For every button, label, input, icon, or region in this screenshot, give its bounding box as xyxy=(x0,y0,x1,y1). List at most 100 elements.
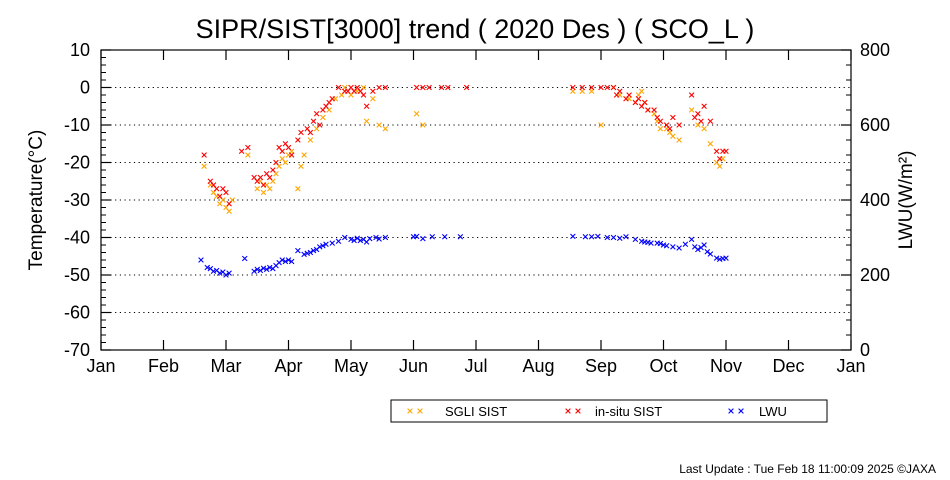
data-point xyxy=(238,148,245,155)
data-point xyxy=(201,163,207,170)
data-point xyxy=(285,144,292,151)
data-point xyxy=(376,236,382,242)
chart-title: SIPR/SIST[3000] trend ( 2020 Des ) ( SCO… xyxy=(196,14,755,44)
legend-marker xyxy=(575,408,581,414)
copyright-text: ©JAXA xyxy=(897,462,936,476)
data-point xyxy=(695,110,701,117)
data-point xyxy=(457,233,464,240)
x-tick-label: Jun xyxy=(399,356,428,376)
data-point xyxy=(366,235,373,242)
data-point xyxy=(676,245,682,251)
data-point xyxy=(695,246,701,253)
data-point xyxy=(307,129,314,136)
data-point xyxy=(413,233,420,240)
x-tick-label: May xyxy=(334,356,368,376)
data-point xyxy=(582,233,589,240)
series-in-situ-sist xyxy=(201,84,729,207)
data-point xyxy=(363,118,370,125)
data-point xyxy=(216,193,223,200)
legend-marker xyxy=(407,408,413,414)
data-point xyxy=(226,200,232,207)
data-point xyxy=(370,95,376,102)
data-point xyxy=(254,185,261,192)
data-point xyxy=(670,114,676,121)
x-tick-label: Nov xyxy=(710,356,742,376)
y2-tick-label: 800 xyxy=(860,40,890,60)
data-point xyxy=(335,238,342,245)
data-point xyxy=(657,125,664,132)
data-point xyxy=(320,114,326,121)
data-point xyxy=(270,167,276,173)
data-point xyxy=(641,99,648,106)
data-point xyxy=(320,242,326,249)
data-point xyxy=(254,266,261,273)
data-point xyxy=(307,249,314,256)
data-point xyxy=(701,125,707,132)
data-point xyxy=(413,110,420,117)
data-point xyxy=(598,84,604,91)
data-point xyxy=(616,235,623,242)
data-point xyxy=(723,148,729,155)
y-tick-label: -20 xyxy=(64,153,90,173)
data-point xyxy=(245,152,251,158)
data-point xyxy=(288,258,295,265)
data-point xyxy=(348,236,354,243)
y-tick-labels: 10 0 -10 -20 -30 -40 -50 -60 -70 xyxy=(64,40,90,360)
y-tick-label: -70 xyxy=(64,340,90,360)
data-point xyxy=(301,152,307,158)
data-point xyxy=(651,107,657,113)
data-point xyxy=(707,251,714,257)
data-point xyxy=(670,133,676,140)
data-point xyxy=(282,159,289,166)
data-point xyxy=(420,122,426,128)
y2-axis-label: LWU(W/m²) xyxy=(896,151,917,250)
plot-frame xyxy=(100,49,852,351)
data-point xyxy=(713,255,720,261)
y-tick-label: 0 xyxy=(80,78,90,98)
data-point xyxy=(376,84,382,91)
axis-ticks xyxy=(100,49,852,351)
x-tick-label: Oct xyxy=(649,356,677,376)
data-point xyxy=(670,244,676,250)
x-tick-label: Dec xyxy=(772,356,804,376)
data-point xyxy=(713,148,720,155)
data-point xyxy=(295,137,301,143)
x-tick-label: Sep xyxy=(585,356,617,376)
data-point xyxy=(604,234,611,241)
data-point xyxy=(645,107,651,113)
data-point xyxy=(604,84,611,91)
data-point xyxy=(279,257,286,263)
y2-tick-label: 0 xyxy=(860,340,870,360)
data-point xyxy=(704,248,711,255)
data-point xyxy=(226,270,232,276)
data-point xyxy=(420,84,426,91)
data-point xyxy=(335,84,342,91)
data-point xyxy=(657,240,664,247)
data-point xyxy=(316,122,323,128)
data-point xyxy=(701,103,707,110)
data-point xyxy=(648,240,654,246)
data-point xyxy=(223,272,229,278)
legend-marker xyxy=(728,408,734,414)
data-point xyxy=(635,95,642,102)
data-point xyxy=(688,92,695,98)
data-point xyxy=(595,233,601,240)
data-point xyxy=(310,118,317,125)
data-point xyxy=(663,242,670,249)
data-point xyxy=(382,234,389,241)
legend-label: SGLI SIST xyxy=(445,404,507,419)
data-point xyxy=(223,189,229,196)
data-point xyxy=(313,110,320,117)
data-point xyxy=(285,257,292,263)
data-point xyxy=(298,129,304,136)
data-point xyxy=(257,174,264,181)
y-tick-label: -40 xyxy=(64,228,90,248)
data-point xyxy=(260,189,267,196)
data-point xyxy=(260,182,267,188)
data-point xyxy=(626,92,632,98)
data-point xyxy=(282,258,289,265)
data-point xyxy=(257,267,264,274)
data-point xyxy=(623,233,629,240)
data-point xyxy=(463,84,470,91)
data-point xyxy=(288,152,295,158)
